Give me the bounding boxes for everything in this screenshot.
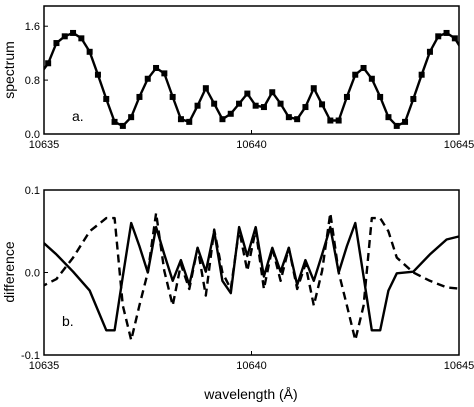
data-point-marker (153, 64, 160, 71)
data-point-marker (368, 75, 375, 82)
panel-spectrum: 0.0 0.8 1.6 10635 10640 10645 spectrum a. (1, 5, 474, 151)
difference-y-axis-title: difference (1, 241, 17, 302)
panel-spectrum-y-ticks: 0.0 0.8 1.6 (25, 21, 48, 141)
data-point-marker (377, 93, 384, 100)
panel-b-label: b. (62, 313, 74, 329)
data-point-marker (294, 116, 301, 123)
panel-spectrum-frame (43, 5, 460, 135)
data-point-marker (202, 85, 209, 92)
data-point-marker (285, 114, 292, 121)
x-tick-label: 10640 (236, 139, 267, 151)
data-point-marker (219, 116, 226, 123)
data-point-marker (244, 90, 251, 97)
data-point-marker (111, 118, 118, 125)
data-point-marker (343, 93, 350, 100)
data-point-marker (70, 29, 77, 36)
data-point-marker (144, 75, 151, 82)
data-point-marker (402, 118, 409, 125)
panel-spectrum-series (44, 29, 466, 129)
y-tick-label: 0.0 (25, 268, 40, 280)
data-point-marker (78, 35, 85, 42)
data-point-marker (260, 104, 267, 111)
data-point-marker (169, 93, 176, 100)
y-tick-label: 1.6 (25, 21, 40, 33)
panel-difference-series (44, 211, 459, 342)
data-point-marker (136, 93, 143, 100)
x-tick-label: 10635 (29, 360, 60, 372)
panel-difference: -0.1 0.0 0.1 10635 10640 10645 difference b.… (1, 185, 474, 402)
data-point-marker (86, 48, 93, 55)
data-point-marker (161, 70, 168, 77)
data-point-marker (94, 71, 101, 78)
data-point-marker (119, 122, 126, 129)
panel-a-label: a. (72, 108, 84, 124)
data-point-marker (393, 122, 400, 129)
data-point-marker (451, 35, 458, 42)
data-point-marker (45, 60, 52, 67)
data-point-marker (460, 49, 466, 55)
data-point-marker (277, 100, 284, 107)
data-point-marker (194, 102, 201, 109)
data-point-marker (177, 116, 184, 123)
data-point-marker (327, 117, 334, 124)
series-clip-group (44, 211, 459, 342)
data-point-marker (319, 101, 326, 108)
data-point-marker (211, 100, 218, 107)
data-point-marker (443, 29, 450, 36)
data-point-marker (360, 64, 367, 71)
data-point-marker (103, 95, 110, 102)
series-line-1 (44, 221, 459, 332)
data-point-marker (418, 71, 425, 78)
data-point-marker (310, 85, 317, 92)
spectrum-y-axis-title: spectrum (1, 41, 17, 99)
panel-spectrum-x-ticks: 10635 10640 10645 (29, 130, 474, 151)
data-point-marker (269, 89, 276, 96)
series-clip-group (44, 29, 466, 129)
y-tick-label: 0.0 (25, 129, 40, 141)
panel-difference-y-ticks: -0.1 0.0 0.1 (21, 185, 48, 362)
x-axis-title: wavelength (Å) (203, 386, 297, 402)
x-tick-label: 10645 (444, 139, 474, 151)
y-tick-label: -0.1 (21, 350, 40, 362)
x-tick-label: 10645 (444, 360, 474, 372)
panel-difference-x-ticks: 10635 10640 10645 (29, 351, 474, 372)
data-point-marker (128, 114, 135, 121)
data-point-marker (302, 104, 309, 111)
data-point-marker (435, 33, 442, 40)
data-point-marker (335, 117, 342, 124)
series-line-1 (44, 31, 459, 128)
data-point-marker (186, 118, 193, 125)
y-tick-label: 0.8 (25, 75, 40, 87)
x-tick-label: 10635 (29, 139, 60, 151)
data-point-marker (385, 114, 392, 121)
series-line-2 (44, 211, 459, 342)
data-point-marker (426, 48, 433, 55)
x-tick-label: 10640 (236, 360, 267, 372)
data-point-marker (352, 71, 359, 78)
data-point-marker (236, 100, 243, 107)
data-point-marker (410, 95, 417, 102)
data-point-marker (53, 40, 60, 47)
data-point-marker (227, 110, 234, 117)
data-point-marker (252, 102, 259, 109)
y-tick-label: 0.1 (25, 185, 40, 197)
data-point-marker (61, 33, 68, 40)
